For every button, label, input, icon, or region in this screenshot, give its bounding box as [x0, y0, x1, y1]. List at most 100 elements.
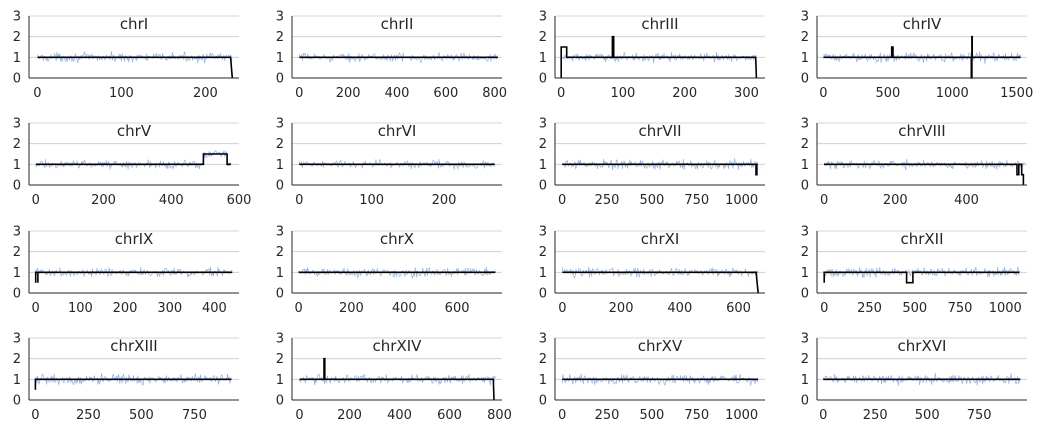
y-tick-label: 3 — [801, 332, 809, 347]
y-tick-label: 2 — [13, 30, 21, 45]
panel-chrVII: 0 1 2 3 0 250 500 750 1000 chrVII — [539, 117, 765, 208]
panel-title: chrXV — [638, 337, 683, 355]
panel-title: chrXII — [900, 230, 943, 248]
y-tick-label: 1 — [539, 158, 547, 173]
copy-number-segments — [35, 153, 231, 166]
copy-number-segments — [560, 35, 758, 79]
y-tick-label: 0 — [276, 72, 284, 87]
panel-chrIV: 0 1 2 3 0 500 1000 1500 chrIV — [801, 10, 1034, 102]
x-tick-label: 400 — [202, 301, 227, 316]
x-tick-label: 400 — [667, 301, 692, 316]
y-tick-label: 0 — [539, 394, 547, 409]
copy-number-segments — [562, 271, 759, 294]
y-tick-label: 3 — [539, 117, 547, 132]
y-tick-label: 0 — [539, 72, 547, 87]
x-tick-label: 400 — [159, 193, 184, 208]
x-tick-label: 0 — [558, 408, 566, 423]
y-tick-label: 3 — [13, 332, 21, 347]
y-tick-label: 0 — [539, 287, 547, 302]
x-tick-label: 400 — [385, 86, 410, 101]
y-tick-label: 0 — [13, 287, 21, 302]
x-tick-label: 200 — [91, 193, 116, 208]
y-tick-label: 3 — [276, 225, 284, 240]
y-tick-label: 2 — [539, 245, 547, 260]
y-tick-label: 0 — [801, 287, 809, 302]
x-tick-label: 250 — [857, 301, 882, 316]
y-tick-label: 2 — [801, 352, 809, 367]
x-tick-label: 250 — [863, 408, 888, 423]
panel-chrXII: 0 1 2 3 0 250 500 750 1000 chrXII — [801, 225, 1027, 316]
x-tick-label: 0 — [32, 301, 40, 316]
panel-title: chrV — [117, 122, 152, 140]
x-tick-label: 300 — [734, 86, 759, 101]
y-tick-label: 1 — [539, 266, 547, 281]
x-tick-label: 250 — [595, 193, 620, 208]
x-tick-label: 200 — [432, 193, 457, 208]
x-tick-label: 750 — [182, 408, 207, 423]
x-tick-label: 600 — [445, 301, 470, 316]
panel-chrXI: 0 1 2 3 0 200 400 600 chrXI — [539, 225, 765, 316]
y-tick-label: 3 — [276, 332, 284, 347]
copy-number-segments — [299, 357, 495, 401]
copy-number-segments — [823, 271, 1020, 284]
y-tick-label: 1 — [276, 158, 284, 173]
copy-number-segments — [37, 56, 234, 79]
x-tick-label: 0 — [295, 86, 303, 101]
x-tick-label: 500 — [640, 408, 665, 423]
panel-title: chrXIV — [373, 337, 423, 355]
y-tick-label: 2 — [13, 352, 21, 367]
x-tick-label: 0 — [558, 301, 566, 316]
y-tick-label: 1 — [801, 51, 809, 66]
panel-chrX: 0 1 2 3 0 200 400 600 chrX — [276, 225, 502, 316]
x-tick-label: 0 — [33, 86, 41, 101]
x-tick-label: 0 — [295, 193, 303, 208]
y-tick-label: 3 — [13, 117, 21, 132]
panel-chrV: 0 1 2 3 0 200 400 600 chrV — [13, 117, 252, 209]
y-tick-label: 0 — [13, 394, 21, 409]
x-tick-label: 400 — [954, 193, 979, 208]
panel-title: chrIII — [641, 15, 678, 33]
y-tick-label: 0 — [276, 394, 284, 409]
y-tick-label: 1 — [801, 266, 809, 281]
y-tick-label: 1 — [276, 373, 284, 388]
panel-title: chrI — [120, 15, 148, 33]
x-tick-label: 500 — [915, 408, 940, 423]
y-tick-label: 2 — [276, 137, 284, 152]
x-tick-label: 800 — [487, 408, 512, 423]
x-tick-label: 100 — [109, 86, 134, 101]
y-tick-label: 3 — [13, 225, 21, 240]
panel-chrVI: 0 1 2 3 0 100 200 chrVI — [276, 117, 502, 208]
y-tick-label: 2 — [276, 245, 284, 260]
y-tick-label: 3 — [539, 10, 547, 25]
coverage-line — [35, 372, 232, 386]
coverage-line — [823, 158, 1025, 171]
panel-title: chrII — [381, 15, 414, 33]
x-tick-label: 0 — [557, 86, 565, 101]
x-tick-label: 100 — [68, 301, 93, 316]
x-tick-label: 750 — [684, 408, 709, 423]
y-tick-label: 2 — [539, 137, 547, 152]
x-tick-label: 200 — [672, 86, 697, 101]
panel-title: chrIV — [903, 15, 942, 33]
panel-chrXV: 0 1 2 3 0 250 500 750 1000 chrXV — [539, 332, 765, 423]
coverage-line — [35, 150, 232, 170]
x-tick-label: 0 — [820, 193, 828, 208]
copy-number-segments — [34, 378, 232, 390]
y-tick-label: 2 — [539, 352, 547, 367]
y-tick-label: 2 — [801, 30, 809, 45]
y-tick-label: 3 — [13, 10, 21, 25]
y-tick-label: 3 — [539, 225, 547, 240]
panel-chrVIII: 0 1 2 3 0 200 400 chrVIII — [801, 117, 1027, 208]
panel-chrI: 0 1 2 3 0 100 200 chrI — [13, 10, 239, 101]
x-tick-label: 200 — [339, 301, 364, 316]
panel-title: chrIX — [115, 230, 154, 248]
x-tick-label: 200 — [193, 86, 218, 101]
x-tick-label: 600 — [227, 193, 252, 208]
x-tick-label: 800 — [482, 86, 507, 101]
x-tick-label: 750 — [948, 301, 973, 316]
y-tick-label: 3 — [801, 10, 809, 25]
y-tick-label: 0 — [801, 179, 809, 194]
x-tick-label: 1500 — [1000, 86, 1033, 101]
y-tick-label: 2 — [276, 30, 284, 45]
y-tick-label: 2 — [539, 30, 547, 45]
